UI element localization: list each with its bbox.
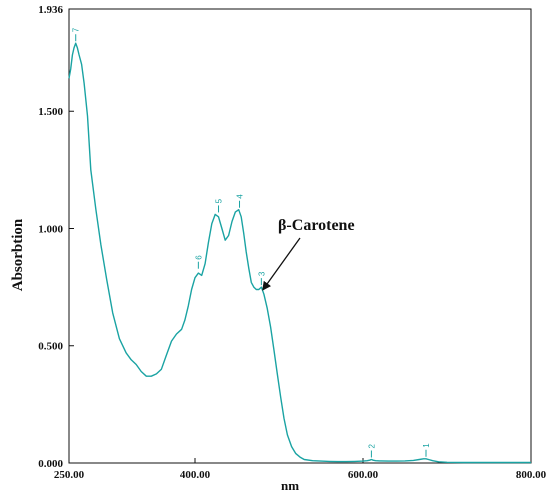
y-tick-label: 0.000 [38,458,63,470]
x-tick-label: 800.00 [516,469,547,481]
x-axis-ticks: 250.00 400.00 600.00 800.00 [54,458,547,481]
peak-label: 6 [194,255,203,260]
peak-marker: 3 [257,271,266,286]
series-layer [68,42,531,464]
annotation: β-Carotene [262,217,355,291]
peak-label: 3 [257,271,266,276]
plot-frame [68,8,532,464]
x-tick-label: 400.00 [180,469,211,481]
y-tick-label: 1.936 [38,4,63,16]
peak-label: 5 [215,198,224,203]
peak-marker: 1 [422,443,431,457]
y-axis-ticks: 0.000 0.500 1.000 1.500 1.936 [38,4,74,470]
peak-marker: 5 [215,198,224,213]
peak-label: 7 [72,27,81,32]
peak-label: 2 [367,443,376,448]
peak-marker: 7 [72,27,81,42]
y-tick-label: 0.500 [38,341,63,353]
peak-marker: 4 [236,194,245,208]
y-tick-label: 1.500 [38,106,63,118]
peak-label: 1 [422,443,431,448]
x-axis-label: nm [281,478,299,493]
x-tick-label: 600.00 [348,469,379,481]
peak-marker: 2 [367,443,376,458]
spectrum-line [68,42,531,464]
y-tick-label: 1.000 [38,223,63,235]
peak-marker: 6 [194,255,203,269]
y-axis-label: Absorbtion [10,218,26,291]
x-tick-label: 250.00 [54,469,85,481]
annotation-label: β-Carotene [278,217,355,234]
peak-markers: 1 2 3 4 5 6 7 [72,27,431,458]
peak-label: 4 [236,194,245,199]
annotation-arrow [262,237,301,291]
